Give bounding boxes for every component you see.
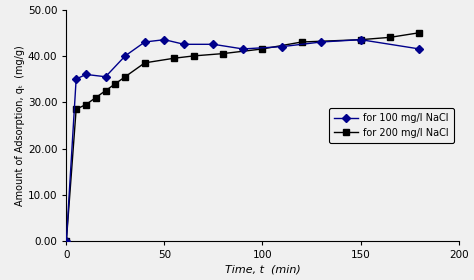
Legend: for 100 mg/l NaCl, for 200 mg/l NaCl: for 100 mg/l NaCl, for 200 mg/l NaCl xyxy=(329,108,454,143)
for 200 mg/l NaCl xyxy=(93,96,99,99)
for 200 mg/l NaCl xyxy=(83,103,89,106)
for 200 mg/l NaCl xyxy=(417,31,422,34)
for 200 mg/l NaCl xyxy=(112,82,118,85)
for 200 mg/l NaCl xyxy=(122,75,128,78)
for 100 mg/l NaCl xyxy=(358,38,364,41)
for 100 mg/l NaCl xyxy=(73,77,79,81)
for 200 mg/l NaCl xyxy=(387,36,393,39)
for 100 mg/l NaCl xyxy=(83,73,89,76)
for 200 mg/l NaCl xyxy=(220,52,226,55)
for 100 mg/l NaCl xyxy=(319,40,324,44)
for 100 mg/l NaCl xyxy=(240,47,246,51)
Line: for 200 mg/l NaCl: for 200 mg/l NaCl xyxy=(64,30,422,244)
for 100 mg/l NaCl xyxy=(122,54,128,58)
Line: for 100 mg/l NaCl: for 100 mg/l NaCl xyxy=(64,37,422,244)
for 200 mg/l NaCl xyxy=(191,54,197,58)
for 100 mg/l NaCl xyxy=(103,75,109,78)
for 100 mg/l NaCl xyxy=(64,240,69,243)
for 100 mg/l NaCl xyxy=(162,38,167,41)
for 200 mg/l NaCl xyxy=(358,38,364,41)
for 200 mg/l NaCl xyxy=(172,57,177,60)
for 200 mg/l NaCl xyxy=(299,40,305,44)
for 200 mg/l NaCl xyxy=(142,61,147,64)
for 100 mg/l NaCl xyxy=(210,43,216,46)
for 100 mg/l NaCl xyxy=(417,47,422,51)
for 100 mg/l NaCl xyxy=(142,40,147,44)
for 200 mg/l NaCl xyxy=(260,47,265,51)
for 200 mg/l NaCl xyxy=(64,240,69,243)
Y-axis label: Amount of Adsorption, qₜ  (mg/g): Amount of Adsorption, qₜ (mg/g) xyxy=(15,45,25,206)
for 100 mg/l NaCl xyxy=(279,45,285,48)
for 200 mg/l NaCl xyxy=(103,89,109,92)
for 100 mg/l NaCl xyxy=(181,43,187,46)
X-axis label: Time, t  (min): Time, t (min) xyxy=(225,264,301,274)
for 200 mg/l NaCl xyxy=(73,108,79,111)
